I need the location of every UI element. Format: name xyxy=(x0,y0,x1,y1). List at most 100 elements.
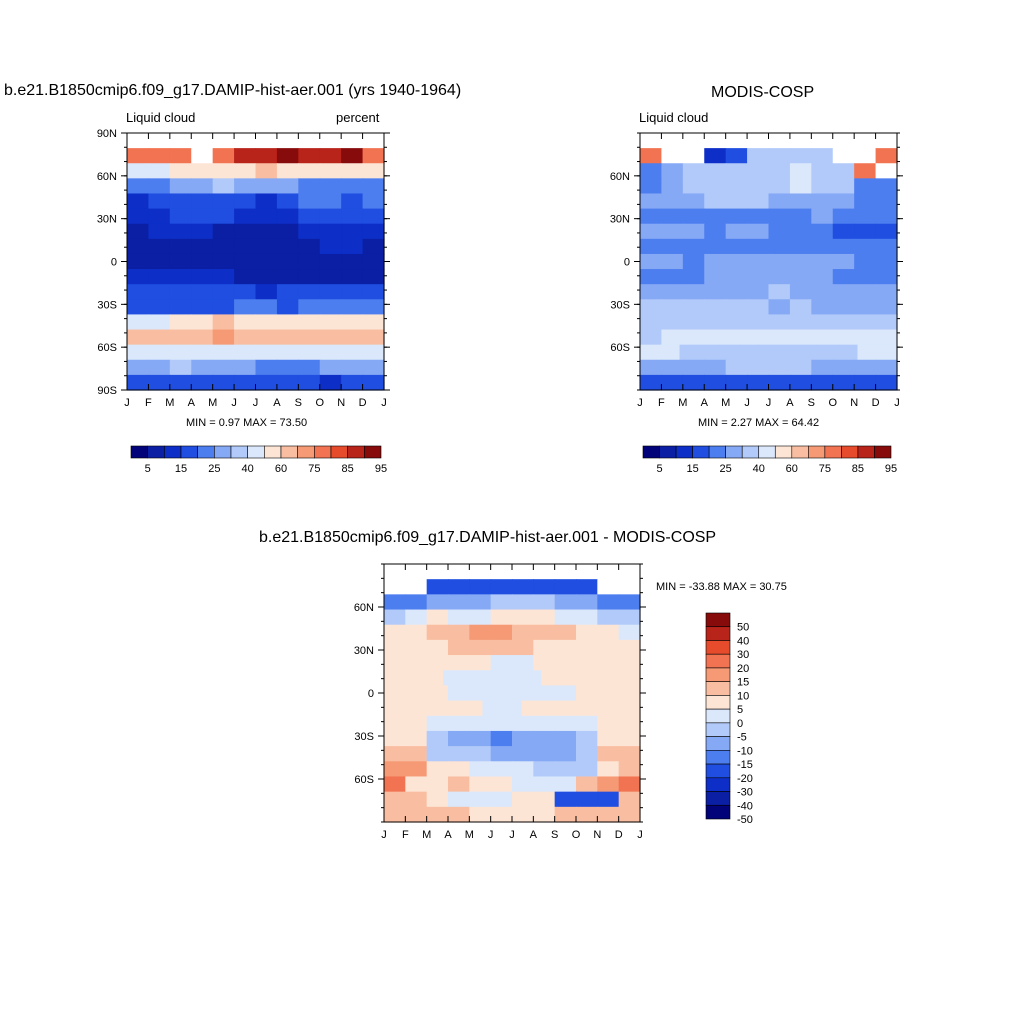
obs-cell xyxy=(768,374,791,391)
obs-colorbar-label: 25 xyxy=(720,463,732,475)
obs-colorbar-label: 15 xyxy=(686,463,698,475)
diff-cell xyxy=(618,715,641,732)
obs-cell xyxy=(640,208,663,225)
model-x-tick-label: J xyxy=(124,397,130,409)
obs-y-tick-label: 60N xyxy=(610,171,630,183)
diff-colorbar-label: -20 xyxy=(737,773,753,785)
obs-cell xyxy=(725,148,748,164)
model-cell xyxy=(234,193,257,210)
model-cell xyxy=(276,284,299,300)
model-cell xyxy=(212,299,235,316)
obs-cell xyxy=(704,238,727,255)
diff-cell xyxy=(576,579,598,595)
model-cell xyxy=(341,374,364,391)
diff-y-tick-label: 30N xyxy=(354,645,374,657)
obs-cell xyxy=(661,178,684,195)
obs-cell xyxy=(877,314,898,331)
obs-cell xyxy=(682,208,705,225)
obs-cell xyxy=(682,374,705,391)
model-x-tick-label: J xyxy=(381,397,387,409)
model-colorbar-swatch xyxy=(297,445,315,459)
obs-cell xyxy=(875,163,898,179)
diff-cell xyxy=(502,670,523,687)
model-colorbar-label: 85 xyxy=(342,463,354,475)
diff-cell xyxy=(469,776,492,793)
obs-x-tick-label: F xyxy=(658,397,665,409)
model-cell xyxy=(298,178,321,195)
obs-cell xyxy=(704,193,727,210)
diff-cell xyxy=(541,670,562,687)
diff-cell xyxy=(533,685,556,702)
diff-cell xyxy=(554,730,577,747)
diff-cell xyxy=(405,685,428,702)
diff-cell xyxy=(620,670,641,687)
diff-colorbar-label: -30 xyxy=(737,787,753,799)
obs-colorbar-swatch xyxy=(791,445,809,459)
diff-cell xyxy=(533,761,556,778)
model-cell xyxy=(255,178,278,195)
model-cell xyxy=(276,223,299,240)
model-cell xyxy=(362,133,385,149)
diff-x-tick-label: O xyxy=(572,829,581,841)
obs-cell xyxy=(854,374,877,391)
model-cell xyxy=(234,148,257,164)
diff-cell xyxy=(490,655,513,671)
model-colorbar-label: 5 xyxy=(145,463,151,475)
obs-cell xyxy=(659,314,681,331)
obs-x-tick-label: J xyxy=(894,397,900,409)
obs-cell xyxy=(682,299,705,316)
obs-cell xyxy=(640,223,663,240)
obs-cell xyxy=(811,238,834,255)
model-cell xyxy=(319,344,342,361)
obs-cell xyxy=(832,148,855,164)
diff-cell xyxy=(490,761,513,778)
model-cell xyxy=(234,269,257,285)
model-min-max: MIN = 0.97 MAX = 73.50 xyxy=(186,417,308,429)
model-cell xyxy=(234,329,257,346)
diff-cell xyxy=(426,715,449,732)
model-cell xyxy=(255,133,278,149)
obs-cell xyxy=(789,359,812,376)
model-cell xyxy=(255,223,278,240)
model-cell xyxy=(148,359,171,376)
model-cell xyxy=(319,238,342,255)
diff-cell xyxy=(405,761,428,778)
obs-cell xyxy=(679,344,700,361)
obs-cell xyxy=(811,299,834,316)
diff-cell xyxy=(448,776,470,793)
diff-y-tick-label: 60S xyxy=(354,774,374,786)
diff-cell xyxy=(423,670,444,687)
obs-cell xyxy=(778,344,799,361)
diff-cell xyxy=(512,791,534,808)
model-cell xyxy=(191,208,214,225)
diff-cell xyxy=(490,791,513,808)
obs-x-tick-label: S xyxy=(808,397,815,409)
diff-cell xyxy=(469,715,492,732)
model-cell xyxy=(212,269,235,285)
model-cell xyxy=(255,344,278,361)
obs-cell xyxy=(875,374,898,391)
obs-cell xyxy=(725,133,748,149)
diff-cell xyxy=(426,761,449,778)
obs-colorbar-swatch xyxy=(841,445,859,459)
model-cell xyxy=(255,314,278,331)
model-cell xyxy=(148,163,171,179)
diff-x-tick-label: N xyxy=(593,829,601,841)
model-cell xyxy=(169,238,192,255)
diff-cell xyxy=(618,685,641,702)
diff-plot-title: b.e21.B1850cmip6.f09_g17.DAMIP-hist-aer.… xyxy=(259,529,717,546)
diff-y-tick-label: 30S xyxy=(354,731,374,743)
diff-cell xyxy=(597,579,620,595)
diff-cell xyxy=(512,730,534,747)
model-cell xyxy=(341,163,364,179)
model-x-tick-label: A xyxy=(273,397,281,409)
diff-x-tick-label: M xyxy=(422,829,431,841)
diff-cell xyxy=(600,670,621,687)
diff-cell xyxy=(580,700,602,717)
obs-cell xyxy=(747,284,770,300)
diff-cell xyxy=(502,700,523,717)
obs-cell xyxy=(854,178,877,195)
obs-cell xyxy=(789,374,812,391)
obs-colorbar-swatch xyxy=(692,445,710,459)
obs-cell xyxy=(725,163,748,179)
